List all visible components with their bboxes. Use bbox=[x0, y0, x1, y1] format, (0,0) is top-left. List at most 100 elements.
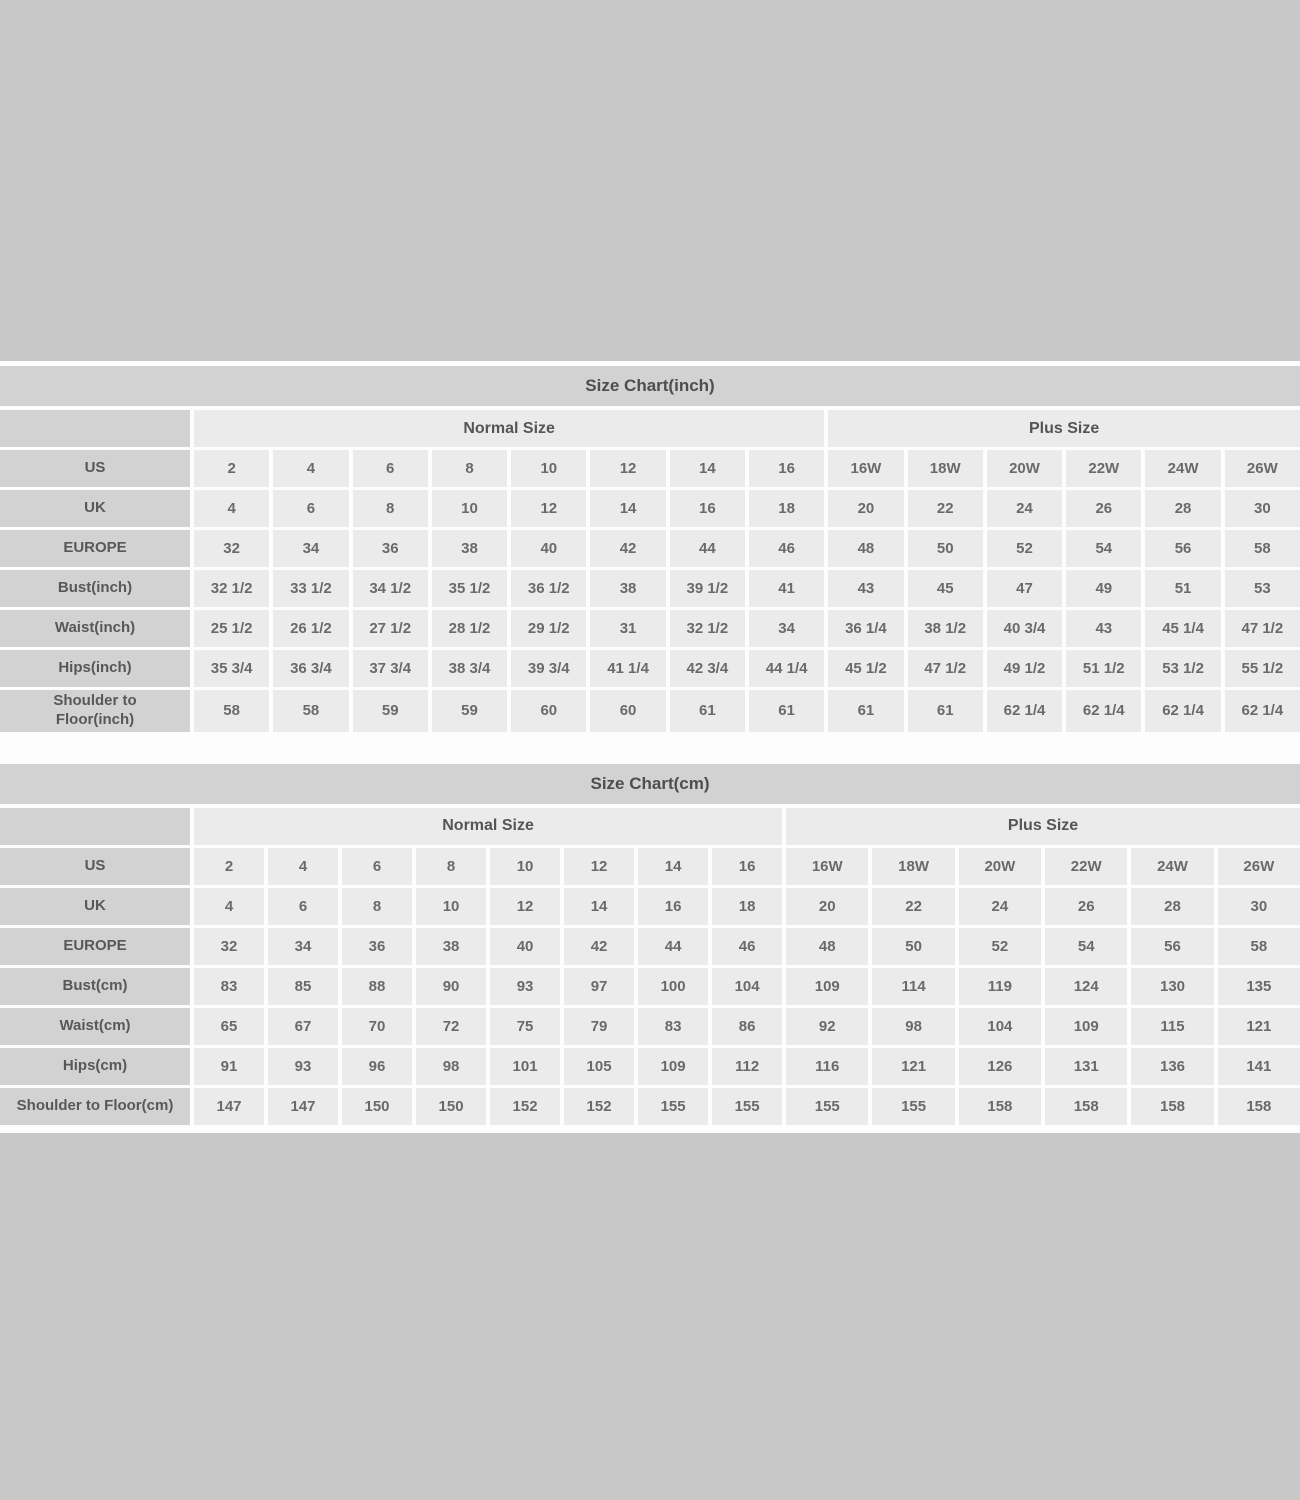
size-cell: 93 bbox=[490, 967, 561, 1005]
size-cell: 8 bbox=[352, 490, 428, 527]
size-cell: 16W bbox=[828, 450, 904, 487]
size-cell: 36 1/2 bbox=[511, 570, 587, 607]
size-cell: 67 bbox=[268, 1007, 339, 1045]
row-label-cell: UK bbox=[0, 887, 190, 925]
size-cell: 18W bbox=[872, 847, 955, 885]
group-header-cell: Plus Size bbox=[828, 410, 1300, 447]
size-cell: 34 bbox=[268, 927, 339, 965]
size-cell: 2 bbox=[194, 450, 270, 487]
size-cell: 18W bbox=[907, 450, 983, 487]
size-cell: 96 bbox=[342, 1047, 413, 1085]
size-cell: 58 bbox=[273, 690, 349, 732]
size-cell: 56 bbox=[1131, 927, 1214, 965]
size-cell: 75 bbox=[490, 1007, 561, 1045]
size-cell: 98 bbox=[872, 1007, 955, 1045]
size-cell: 56 bbox=[1145, 530, 1221, 567]
row-label-cell: UK bbox=[0, 490, 190, 527]
size-cell: 38 1/2 bbox=[907, 610, 983, 647]
size-cell: 36 1/4 bbox=[828, 610, 904, 647]
size-cell: 109 bbox=[638, 1047, 709, 1085]
size-cell: 39 3/4 bbox=[511, 650, 587, 687]
size-cell: 32 1/2 bbox=[194, 570, 270, 607]
size-cell: 48 bbox=[828, 530, 904, 567]
size-cell: 26 bbox=[1066, 490, 1142, 527]
size-cell: 104 bbox=[958, 1007, 1042, 1045]
size-cell: 59 bbox=[352, 690, 428, 732]
size-cell: 4 bbox=[194, 490, 270, 527]
size-cell: 20 bbox=[786, 887, 869, 925]
size-cell: 83 bbox=[638, 1007, 709, 1045]
size-cell: 10 bbox=[511, 450, 587, 487]
size-cell: 135 bbox=[1217, 967, 1300, 1005]
size-cell: 51 1/2 bbox=[1066, 650, 1142, 687]
size-cell: 41 1/4 bbox=[590, 650, 666, 687]
size-cell: 150 bbox=[416, 1087, 487, 1125]
size-cell: 124 bbox=[1045, 967, 1128, 1005]
group-header-cell: Plus Size bbox=[786, 807, 1300, 845]
row-label-cell: US bbox=[0, 847, 190, 885]
size-cell: 29 1/2 bbox=[511, 610, 587, 647]
size-cell: 158 bbox=[1131, 1087, 1214, 1125]
size-cell: 58 bbox=[1217, 927, 1300, 965]
size-cell: 61 bbox=[828, 690, 904, 732]
size-cell: 14 bbox=[590, 490, 666, 527]
size-cell: 83 bbox=[194, 967, 264, 1005]
size-cell: 4 bbox=[268, 847, 339, 885]
size-cell: 105 bbox=[564, 1047, 635, 1085]
size-cell: 47 bbox=[986, 570, 1063, 607]
size-cell: 79 bbox=[564, 1007, 635, 1045]
size-cell: 24 bbox=[986, 490, 1063, 527]
size-chart-panel: Size Chart(inch) Normal Size Plus Size US 2 4… bbox=[0, 361, 1300, 1133]
size-cell: 37 3/4 bbox=[352, 650, 428, 687]
size-cell: 32 bbox=[194, 927, 264, 965]
row-label-cell: Bust(inch) bbox=[0, 570, 190, 607]
size-cell: 92 bbox=[786, 1007, 869, 1045]
group-header-cell: Normal Size bbox=[194, 807, 783, 845]
size-cell: 28 bbox=[1145, 490, 1221, 527]
size-cell: 14 bbox=[638, 847, 709, 885]
size-cell: 16 bbox=[638, 887, 709, 925]
size-cell: 53 1/2 bbox=[1145, 650, 1221, 687]
size-cell: 91 bbox=[194, 1047, 264, 1085]
row-label-cell: Waist(cm) bbox=[0, 1007, 190, 1045]
size-cell: 10 bbox=[416, 887, 487, 925]
size-cell: 12 bbox=[511, 490, 587, 527]
size-cell: 136 bbox=[1131, 1047, 1214, 1085]
size-cell: 50 bbox=[872, 927, 955, 965]
size-cell: 104 bbox=[712, 967, 783, 1005]
size-cell: 72 bbox=[416, 1007, 487, 1045]
size-cell: 48 bbox=[786, 927, 869, 965]
size-cell: 49 1/2 bbox=[986, 650, 1063, 687]
size-cell: 35 1/2 bbox=[431, 570, 508, 607]
size-cell: 8 bbox=[416, 847, 487, 885]
corner-cell bbox=[0, 410, 190, 447]
size-cell: 55 1/2 bbox=[1224, 650, 1300, 687]
size-cell: 6 bbox=[268, 887, 339, 925]
size-cell: 150 bbox=[342, 1087, 413, 1125]
size-cell: 36 3/4 bbox=[273, 650, 349, 687]
size-cell: 14 bbox=[564, 887, 635, 925]
size-cell: 97 bbox=[564, 967, 635, 1005]
size-cell: 158 bbox=[1045, 1087, 1128, 1125]
size-cell: 22 bbox=[872, 887, 955, 925]
size-cell: 40 3/4 bbox=[986, 610, 1063, 647]
corner-cell bbox=[0, 807, 190, 845]
size-cell: 60 bbox=[511, 690, 587, 732]
size-cell: 42 bbox=[564, 927, 635, 965]
size-cell: 61 bbox=[669, 690, 745, 732]
size-cell: 36 bbox=[342, 927, 413, 965]
size-cell: 42 3/4 bbox=[669, 650, 745, 687]
row-label-cell: EUROPE bbox=[0, 927, 190, 965]
size-cell: 52 bbox=[958, 927, 1042, 965]
size-cell: 45 1/4 bbox=[1145, 610, 1221, 647]
size-cell: 24 bbox=[958, 887, 1042, 925]
size-grid: Normal Size Plus Size US 2 4 6 8 10 12 14 16 16W 18W… bbox=[0, 410, 1300, 732]
size-cell: 40 bbox=[511, 530, 587, 567]
size-cell: 65 bbox=[194, 1007, 264, 1045]
size-cell: 86 bbox=[712, 1007, 783, 1045]
size-cell: 44 bbox=[669, 530, 745, 567]
size-cell: 28 1/2 bbox=[431, 610, 508, 647]
size-cell: 35 3/4 bbox=[194, 650, 270, 687]
row-label-cell: Waist(inch) bbox=[0, 610, 190, 647]
size-cell: 101 bbox=[490, 1047, 561, 1085]
